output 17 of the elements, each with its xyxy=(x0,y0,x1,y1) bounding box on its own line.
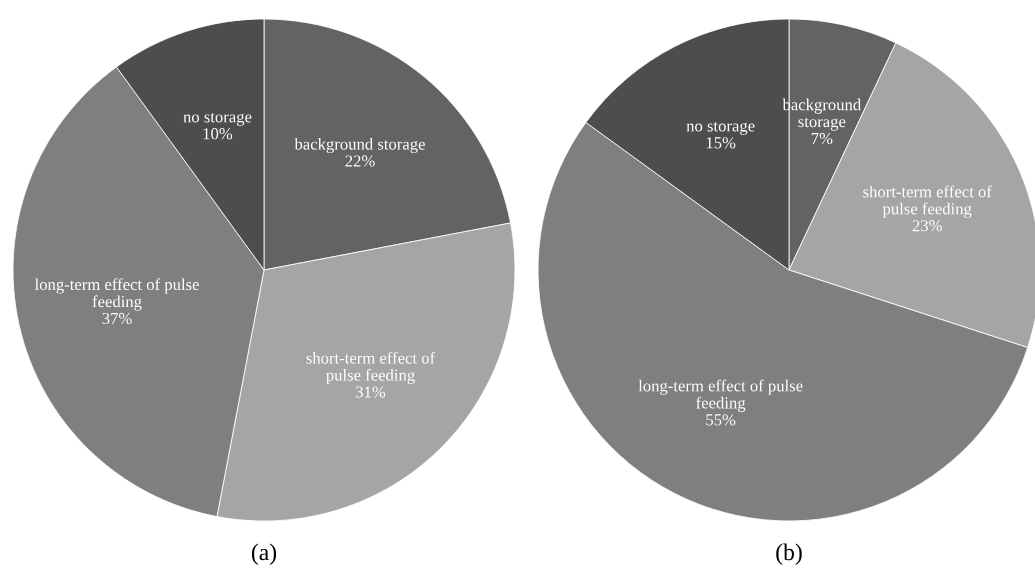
data-label: 15% xyxy=(706,137,736,149)
data-label: 10% xyxy=(203,128,233,140)
slice-label: no storage xyxy=(183,112,252,126)
slice-label: background storage xyxy=(294,137,425,154)
text: (b) xyxy=(776,543,802,565)
data-label: 37% xyxy=(102,312,132,325)
slice-label: long-term effect of pulse feeding xyxy=(638,379,803,412)
data-label: 55% xyxy=(706,414,736,426)
data-label: 31% xyxy=(356,386,386,398)
slice-label: short-term effect of pulse feeding xyxy=(863,185,992,218)
slice-label: short-term effect of pulse feeding xyxy=(306,351,436,385)
data-label: 23% xyxy=(912,220,942,232)
data-label: 22% xyxy=(345,155,375,167)
text: (a) xyxy=(251,543,277,565)
slice-label: long-term effect of pulse feeding xyxy=(34,278,199,311)
data-label: 7% xyxy=(811,132,833,145)
slice-label: no storage xyxy=(686,121,755,135)
